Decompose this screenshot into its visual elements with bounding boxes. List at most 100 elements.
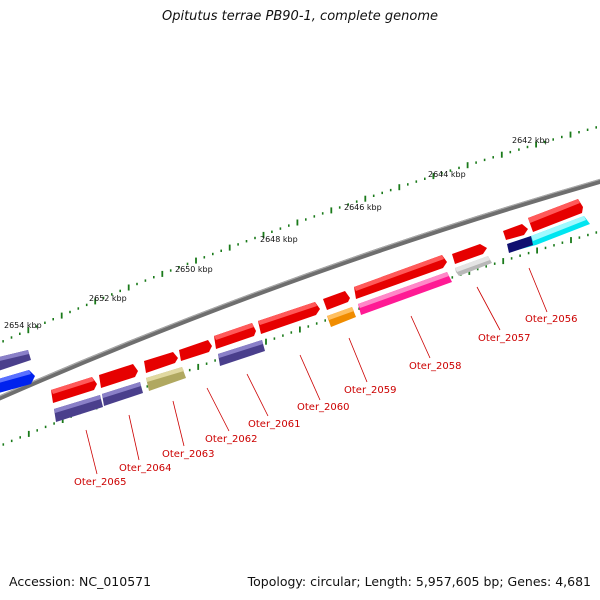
ruler-tick [52,318,54,321]
ruler-tick [586,128,589,131]
ruler-tick [136,282,138,286]
ruler-tick [451,276,454,279]
ruler-tick [188,368,191,372]
ruler-tick [569,131,572,138]
ruler-tick [449,169,452,172]
ruler-tick [290,331,293,334]
ruler-tick [262,231,265,238]
ruler-tick [432,173,435,180]
ruler-tick [245,240,248,243]
ruler-tick [518,148,520,151]
cds-feature [218,340,263,358]
gene-label-oter-2060: Oter_2060 [297,402,350,413]
ruler-tick [144,279,147,282]
ruler-tick [169,269,172,272]
ruler-label-2646: 2646 kbp [344,203,382,212]
ruler-tick [299,326,301,333]
leader-line [348,337,368,383]
gene-label-oter-2056: Oter_2056 [525,314,578,325]
ruler-tick [347,203,349,206]
ruler-tick [186,262,189,266]
ruler-tick [493,262,496,265]
ruler-tick [220,249,222,252]
ruler-tick [77,307,80,310]
ruler-tick [519,254,521,257]
ruler-tick [254,236,256,240]
cds-feature [354,255,444,291]
cds-feature [258,302,317,325]
gene-label-oter-2057: Oter_2057 [478,333,531,344]
cds-feature [0,370,31,383]
ruler-tick [358,307,360,310]
ruler-label-2644: 2644 kbp [428,170,466,179]
ruler-tick [536,247,538,254]
ruler-tick [282,334,284,337]
ruler-tick [228,244,231,251]
leader-line [246,373,269,417]
ruler-tick [36,429,38,432]
ruler-tick [458,166,460,170]
accession-text: Accession: NC_010571 [9,574,152,589]
ruler-tick [544,246,547,250]
ruler-tick [2,340,4,343]
gene-label-oter-2064: Oter_2064 [119,463,172,474]
ruler-tick [195,257,197,264]
gene-label-oter-2061: Oter_2061 [248,419,301,430]
ruler-tick [389,188,392,192]
ruler-label-2650: 2650 kbp [175,265,213,274]
ruler-tick [27,430,30,437]
ruler-tick [321,212,324,215]
ruler-tick [10,439,13,443]
outer-ruler-ticks [2,126,597,343]
ruler-tick [324,319,326,322]
ruler-tick [415,180,418,183]
cds-feature [144,352,178,373]
cds-feature [358,272,449,308]
gene-label-oter-2063: Oter_2063 [162,449,215,460]
ruler-tick [273,337,276,340]
leader-line [128,414,140,461]
ruler-tick [502,258,505,265]
ruler-tick [527,251,530,255]
ruler-tick [407,183,409,186]
ruler-tick [510,257,513,260]
genome-backbone [0,178,600,401]
ruler-tick [35,325,38,328]
gene-label-oter-2065: Oter_2065 [74,477,127,488]
map-title: Opitutus terrae PB90-1, complete genome [161,9,439,24]
leader-line [476,286,501,331]
gene-label-oter-2058: Oter_2058 [409,361,462,372]
ruler-tick [94,298,97,305]
gene-label-oter-2059: Oter_2059 [344,385,397,396]
ruler-label-2654: 2654 kbp [4,321,42,330]
ruler-tick [203,256,206,259]
ruler-tick [153,276,155,279]
cds-feature [327,307,354,320]
leader-line [299,354,321,401]
cds-feature [452,244,487,264]
ruler-tick [315,322,318,325]
ruler-tick [19,436,21,439]
leader-line [85,429,98,475]
ruler-tick [553,244,555,247]
ruler-tick [307,325,310,328]
ruler-tick [61,417,64,423]
ruler-tick [578,236,581,239]
ruler-tick [500,151,503,158]
ruler-tick [552,138,554,141]
gene-labels: Oter_2056 Oter_2057 Oter_2058 Oter_2059 … [74,314,578,488]
cds-feature [507,236,533,253]
ruler-tick [2,443,5,446]
ruler-tick [338,206,341,209]
ruler-tick [587,233,589,237]
ruler-tick [561,135,563,139]
ruler-tick [424,177,426,180]
ruler-tick [561,241,564,244]
ruler-tick [265,338,267,345]
ruler-tick [85,303,88,307]
ruler-tick [543,140,546,144]
ruler-tick [146,385,149,388]
ruler-tick [212,252,214,256]
